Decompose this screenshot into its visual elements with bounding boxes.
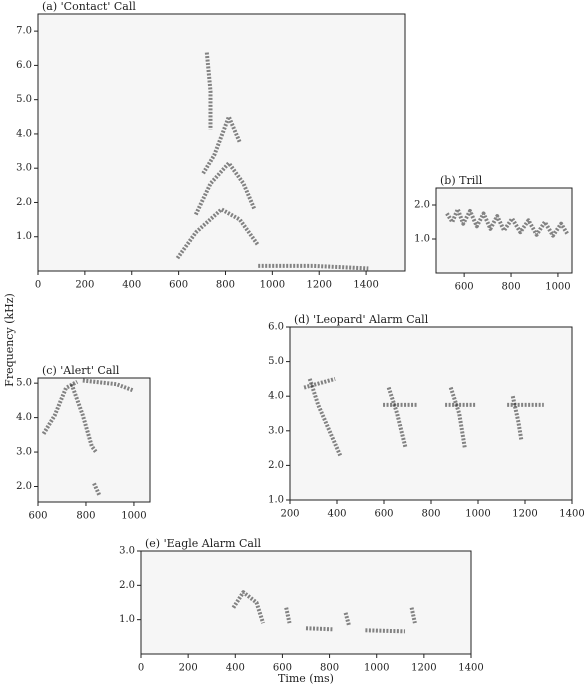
y-tick-label: 1.0 — [414, 234, 430, 245]
x-tick-label: 800 — [320, 663, 339, 674]
x-tick-label: 1000 — [545, 282, 570, 293]
y-tick-label: 4.0 — [16, 412, 32, 423]
x-tick-label: 200 — [280, 509, 299, 520]
x-tick-label: 1000 — [465, 509, 490, 520]
y-tick-label: 5.0 — [16, 378, 32, 389]
x-tick-label: 600 — [455, 282, 474, 293]
plot-area — [140, 550, 472, 655]
spectrogram-trace — [305, 626, 333, 632]
y-axis-label: Frequency (kHz) — [3, 293, 16, 387]
spectrogram-trace — [448, 386, 467, 449]
panel-title: (d) 'Leopard' Alarm Call — [294, 313, 429, 326]
spectrogram-trace — [92, 482, 102, 497]
x-tick-label: 600 — [273, 663, 292, 674]
spectrogram-trace — [303, 376, 336, 390]
y-tick-label: 3.0 — [119, 546, 135, 557]
panel-title: (a) 'Contact' Call — [42, 0, 136, 13]
y-tick-label: 2.0 — [16, 481, 32, 492]
x-tick-label: 800 — [76, 511, 95, 522]
spectrogram-trace — [204, 52, 213, 130]
spectrogram-trace — [194, 161, 257, 216]
x-tick-label: 800 — [501, 282, 520, 293]
y-tick-label: 6.0 — [16, 60, 32, 71]
x-tick-label: 1200 — [411, 663, 436, 674]
spectrogram-trace — [445, 207, 570, 238]
y-tick-label: 5.0 — [268, 356, 284, 367]
plot-area — [435, 187, 573, 274]
x-tick-label: 400 — [226, 663, 245, 674]
spectrogram-trace — [82, 378, 134, 393]
spectrogram-trace — [284, 607, 292, 624]
y-tick-label: 2.0 — [268, 460, 284, 471]
x-tick-label: 1200 — [512, 509, 537, 520]
x-tick-label: 600 — [374, 509, 393, 520]
plot-area — [37, 377, 151, 503]
x-tick-label: 1400 — [353, 280, 378, 291]
panel-title: (e) 'Eagle Alarm Call — [145, 537, 261, 550]
x-tick-label: 200 — [75, 280, 94, 291]
y-tick-label: 3.0 — [16, 447, 32, 458]
x-tick-label: 1400 — [559, 509, 584, 520]
y-tick-label: 4.0 — [268, 391, 284, 402]
y-tick-label: 3.0 — [16, 163, 32, 174]
spectrogram-trace — [231, 590, 266, 624]
spectrogram-trace — [343, 612, 351, 626]
y-tick-label: 2.0 — [16, 197, 32, 208]
x-tick-label: 600 — [28, 511, 47, 522]
spectrogram-trace — [175, 207, 260, 260]
x-tick-label: 800 — [216, 280, 235, 291]
x-tick-label: 1400 — [458, 663, 483, 674]
plot-area — [37, 13, 406, 272]
y-tick-label: 1.0 — [268, 495, 284, 506]
x-tick-label: 400 — [122, 280, 141, 291]
spectrogram-trace — [201, 114, 242, 175]
x-tick-label: 400 — [327, 509, 346, 520]
x-tick-label: 1000 — [121, 511, 146, 522]
x-tick-label: 1000 — [260, 280, 285, 291]
y-tick-label: 1.0 — [119, 614, 135, 625]
y-tick-label: 2.0 — [119, 580, 135, 591]
spectrogram-trace — [258, 263, 369, 271]
x-tick-label: 0 — [35, 280, 41, 291]
y-tick-label: 4.0 — [16, 128, 32, 139]
x-tick-label: 800 — [421, 509, 440, 520]
y-tick-label: 6.0 — [268, 322, 284, 333]
spectrogram-trace — [409, 607, 417, 624]
panel-title: (b) Trill — [440, 174, 483, 187]
x-tick-label: 600 — [169, 280, 188, 291]
y-tick-label: 5.0 — [16, 94, 32, 105]
y-tick-label: 3.0 — [268, 425, 284, 436]
spectrogram-trace — [69, 383, 98, 454]
x-tick-label: 200 — [179, 663, 198, 674]
x-axis-label: Time (ms) — [278, 672, 334, 685]
plot-area — [289, 326, 573, 501]
x-tick-label: 1000 — [364, 663, 389, 674]
spectrogram-trace — [365, 628, 406, 634]
x-tick-label: 1200 — [306, 280, 331, 291]
panel-title: (c) 'Alert' Call — [42, 364, 120, 377]
y-tick-label: 2.0 — [414, 200, 430, 211]
x-tick-label: 0 — [138, 663, 144, 674]
y-tick-label: 7.0 — [16, 26, 32, 37]
y-tick-label: 1.0 — [16, 231, 32, 242]
